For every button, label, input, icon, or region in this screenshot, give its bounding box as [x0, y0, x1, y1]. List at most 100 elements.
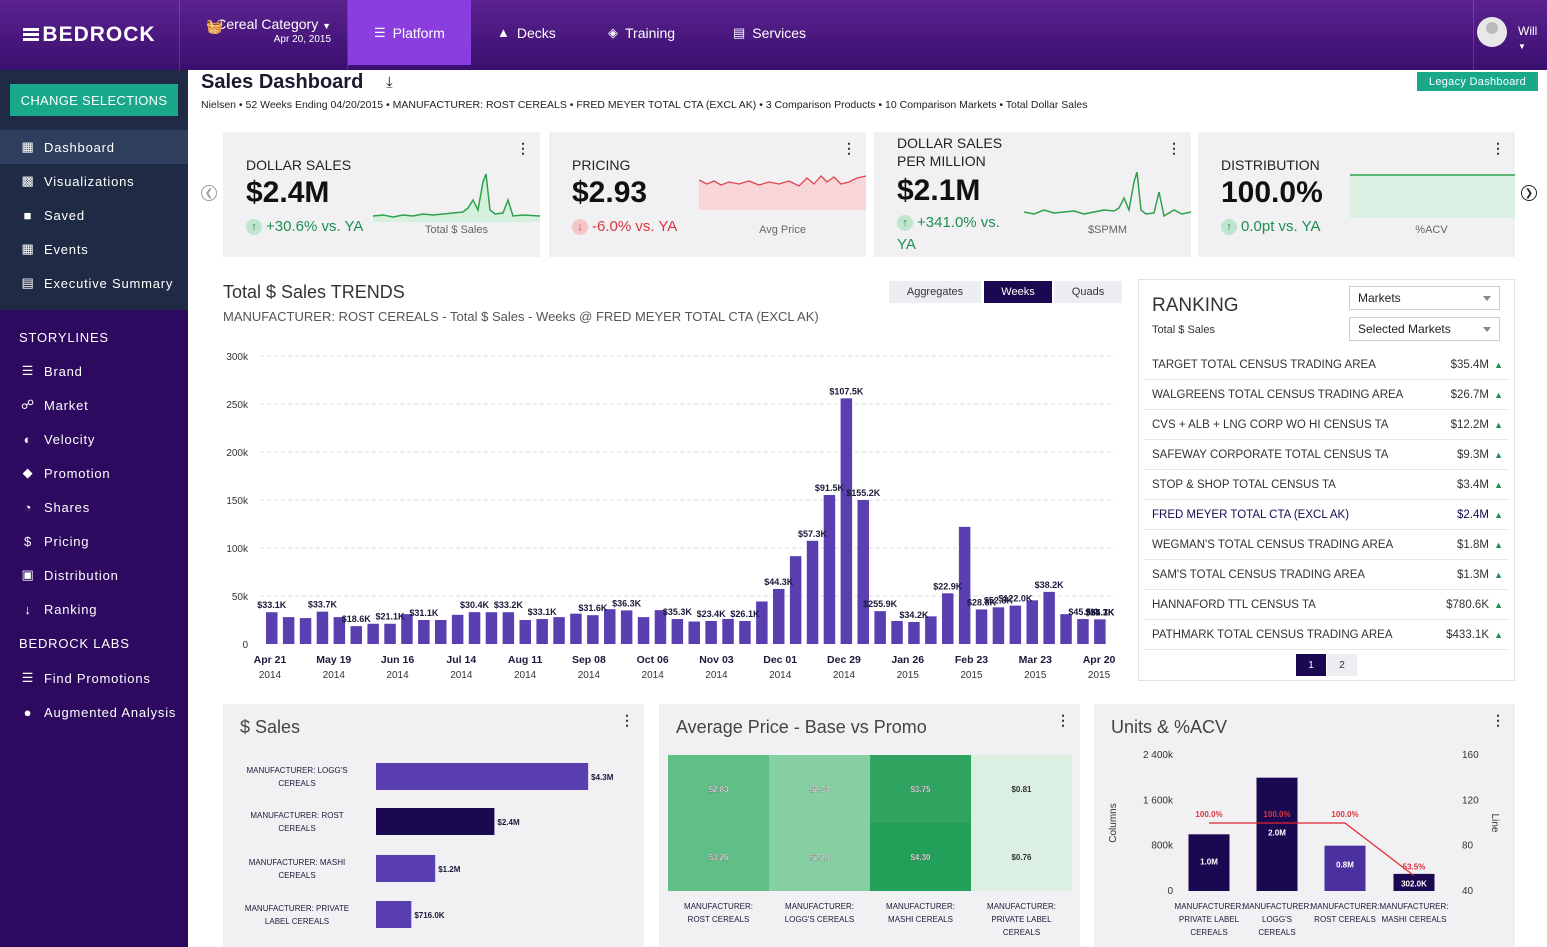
selected-markets-select[interactable]: Selected Markets [1349, 317, 1500, 341]
ranking-market-name: PATHMARK TOTAL CENSUS TRADING AREA [1152, 628, 1393, 641]
sidebar-item-label: Find Promotions [44, 670, 151, 686]
ranking-value: $3.4M [1457, 478, 1489, 491]
acv-label: 100.0% [1195, 810, 1222, 819]
cell-value: $2.83 [708, 785, 729, 794]
ranking-row[interactable]: STOP & SHOP TOTAL CENSUS TA $3.4M ▲ [1144, 470, 1509, 500]
page-1-button[interactable]: 1 [1296, 654, 1326, 676]
sidebar-item-saved[interactable]: ■ Saved [0, 198, 188, 232]
kpi-card-dollar-sales-per-million[interactable]: DOLLAR SALES PER MILLION $2.1M ↑ +341.0% … [874, 132, 1191, 257]
top-bar: BEDROCK 🧺 Cereal Category ▼ Apr 20, 2015… [0, 0, 1547, 70]
nav-platform[interactable]: ☰ Platform [348, 0, 471, 65]
chevron-left-icon[interactable]: ❮ [201, 185, 217, 201]
change-selections-button[interactable]: CHANGE SELECTIONS [10, 84, 178, 116]
cell-value: $0.76 [1011, 853, 1032, 862]
sidebar-item-distribution[interactable]: ▣ Distribution [0, 558, 188, 592]
kpi-card-pricing[interactable]: PRICING $2.93 ↓ -6.0% vs. YA ⋮ Avg Price [549, 132, 866, 257]
x-tick-year: 2015 [1024, 670, 1047, 681]
sidebar-item-visualizations[interactable]: ▩ Visualizations [0, 164, 188, 198]
sales-bar [376, 763, 589, 790]
ranking-row[interactable]: WALGREENS TOTAL CENSUS TRADING AREA $26.7… [1144, 380, 1509, 410]
trend-bar [401, 614, 413, 644]
sidebar-item-label: Pricing [44, 533, 90, 549]
sidebar-item-events[interactable]: ▦ Events [0, 232, 188, 266]
data-label: $34.2K [899, 610, 929, 620]
more-options-icon[interactable]: ⋮ [1491, 712, 1505, 728]
sidebar-item-find-promotions[interactable]: ☰ Find Promotions [0, 661, 188, 695]
y2-tick-label: 80 [1462, 841, 1474, 852]
triangle-up-icon: ▲ [1494, 359, 1503, 370]
bedrock-logo[interactable]: BEDROCK [0, 0, 180, 70]
sidebar-item-shares[interactable]: ◔ Shares [0, 490, 188, 524]
trend-bar [891, 620, 903, 644]
sparkline [699, 175, 866, 210]
ranking-row[interactable]: SAFEWAY CORPORATE TOTAL CENSUS TA $9.3M ▲ [1144, 440, 1509, 470]
sidebar-item-market[interactable]: ☍ Market [0, 388, 188, 422]
ranking-row[interactable]: SAM'S TOTAL CENSUS TRADING AREA $1.3M ▲ [1144, 560, 1509, 590]
ranking-row[interactable]: FRED MEYER TOTAL CTA (EXCL AK) $2.4M ▲ [1144, 500, 1509, 530]
sidebar-item-ranking[interactable]: ↓ Ranking [0, 592, 188, 626]
nav-label: Training [625, 24, 676, 41]
cell-value: $2.20 [809, 853, 830, 862]
category-selector[interactable]: 🧺 Cereal Category ▼ Apr 20, 2015 [180, 0, 348, 70]
sidebar-item-brand[interactable]: ☰ Brand [0, 354, 188, 388]
tab-weeks[interactable]: Weeks [984, 281, 1052, 303]
arrow-up-icon: ↑ [1221, 219, 1237, 235]
kpi-card-distribution[interactable]: DISTRIBUTION 100.0% ↑ 0.0pt vs. YA ⋮ %ACV [1198, 132, 1515, 257]
column-label: MANUFACTURER: [684, 902, 753, 911]
tab-quads[interactable]: Quads [1054, 281, 1122, 303]
more-options-icon[interactable]: ⋮ [1167, 140, 1181, 156]
download-icon[interactable]: ⤓ [386, 74, 393, 91]
acv-label: 53.5% [1403, 863, 1426, 872]
sidebar-item-pricing[interactable]: $ Pricing [0, 524, 188, 558]
data-label: $25.7K [1085, 607, 1115, 617]
triangle-up-icon: ▲ [1494, 389, 1503, 400]
legacy-dashboard-button[interactable]: Legacy Dashboard [1417, 72, 1538, 91]
sidebar-item-promotion[interactable]: ◆ Promotion [0, 456, 188, 490]
sidebar-item-velocity[interactable]: ◐ Velocity [0, 422, 188, 456]
sidebar-item-augmented-analysis[interactable]: ● Augmented Analysis [0, 695, 188, 729]
category-label: MANUFACTURER: PRIVATE [245, 904, 349, 913]
markets-select[interactable]: Markets [1349, 286, 1500, 310]
data-label: $44.3K [764, 577, 794, 587]
nav-decks[interactable]: ▲ Decks [471, 0, 582, 65]
ranking-row[interactable]: PATHMARK TOTAL CENSUS TRADING AREA $433.1… [1144, 620, 1509, 650]
x-tick-label: Sep 08 [572, 654, 606, 666]
ranking-row[interactable]: HANNAFORD TTL CENSUS TA $780.6K ▲ [1144, 590, 1509, 620]
more-options-icon[interactable]: ⋮ [1491, 140, 1505, 156]
column-label: CEREALS [1003, 928, 1040, 937]
page-2-button[interactable]: 2 [1327, 654, 1357, 676]
data-label: $33.1K [257, 600, 287, 610]
more-options-icon[interactable]: ⋮ [620, 712, 634, 728]
trend-bar [570, 613, 582, 644]
category-label: MASHI CEREALS [1382, 915, 1447, 924]
user-menu[interactable]: Will ▼ [1473, 0, 1547, 70]
sidebar-item-executive-summary[interactable]: ▤ Executive Summary [0, 266, 188, 300]
column-label: PRIVATE LABEL [991, 915, 1052, 924]
ranking-market-name: FRED MEYER TOTAL CTA (EXCL AK) [1152, 508, 1350, 521]
data-label: $57.3K [798, 529, 828, 539]
nav-training[interactable]: ◈ Training [582, 0, 701, 65]
heatmap-cell [971, 823, 1072, 891]
panel-title: $ Sales [240, 717, 301, 737]
more-options-icon[interactable]: ⋮ [516, 140, 530, 156]
kpi-label: PRICING [572, 157, 631, 173]
sidebar-item-dashboard[interactable]: ▦ Dashboard [0, 130, 188, 164]
more-options-icon[interactable]: ⋮ [1056, 712, 1070, 728]
storylines-heading: STORYLINES [19, 330, 109, 345]
ranking-row[interactable]: CVS + ALB + LNG CORP WO HI CENSUS TA $12.… [1144, 410, 1509, 440]
ranking-row[interactable]: WEGMAN'S TOTAL CENSUS TRADING AREA $1.8M ▲ [1144, 530, 1509, 560]
ranking-row[interactable]: TARGET TOTAL CENSUS TRADING AREA $35.4M ▲ [1144, 350, 1509, 380]
tab-aggregates[interactable]: Aggregates [889, 281, 981, 303]
category-label: CEREALS [278, 824, 315, 833]
more-options-icon[interactable]: ⋮ [842, 140, 856, 156]
x-tick-year: 2014 [705, 670, 728, 681]
user-name: Will [1518, 24, 1538, 38]
cell-value: $4.30 [910, 853, 931, 862]
nav-services[interactable]: ▤ Services [707, 0, 832, 65]
trend-bar [604, 609, 616, 644]
kpi-card-dollar-sales[interactable]: DOLLAR SALES $2.4M ↑ +30.6% vs. YA ⋮ Tota… [223, 132, 540, 257]
column-label: MASHI CEREALS [888, 915, 953, 924]
kpi-change-text: 0.0pt vs. YA [1241, 218, 1321, 235]
chevron-right-icon[interactable]: ❯ [1521, 185, 1537, 201]
trend-bar [688, 621, 700, 644]
